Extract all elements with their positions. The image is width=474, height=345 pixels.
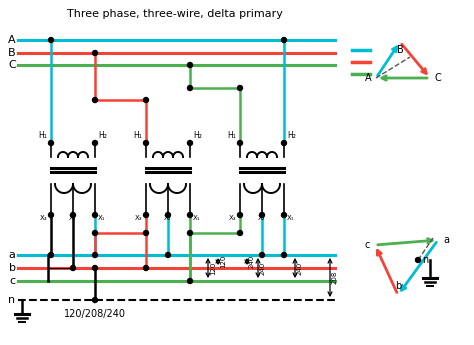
Circle shape [237, 86, 243, 90]
Circle shape [237, 140, 243, 146]
Circle shape [237, 230, 243, 236]
Text: C: C [8, 60, 16, 70]
Text: X₃: X₃ [229, 215, 237, 221]
Text: 240: 240 [249, 255, 255, 268]
Text: A: A [8, 35, 16, 45]
Circle shape [92, 297, 98, 303]
Text: X₂: X₂ [258, 215, 266, 221]
Text: b: b [395, 281, 401, 291]
Text: B: B [397, 45, 403, 55]
Text: A: A [365, 73, 371, 83]
Circle shape [188, 230, 192, 236]
Text: Three phase, three-wire, delta primary: Three phase, three-wire, delta primary [67, 9, 283, 19]
Circle shape [48, 213, 54, 217]
Circle shape [165, 213, 171, 217]
Text: X₃: X₃ [40, 215, 48, 221]
Text: 240: 240 [260, 262, 266, 275]
Text: a: a [443, 235, 449, 245]
Text: H₁: H₁ [134, 131, 142, 140]
Text: H₂: H₂ [288, 131, 296, 140]
Circle shape [92, 140, 98, 146]
Text: 240: 240 [297, 262, 303, 275]
Circle shape [71, 266, 75, 270]
Circle shape [282, 213, 286, 217]
Text: n: n [422, 255, 428, 265]
Text: H₁: H₁ [228, 131, 237, 140]
Text: H₂: H₂ [193, 131, 202, 140]
Circle shape [188, 278, 192, 284]
Text: 120: 120 [210, 261, 216, 275]
Circle shape [92, 230, 98, 236]
Circle shape [144, 140, 148, 146]
Text: 120: 120 [220, 255, 226, 268]
Text: n: n [9, 295, 16, 305]
Circle shape [188, 213, 192, 217]
Text: 208: 208 [332, 271, 338, 284]
Text: c: c [365, 240, 370, 250]
Circle shape [188, 140, 192, 146]
Circle shape [144, 213, 148, 217]
Text: X₁: X₁ [193, 215, 201, 221]
Text: X₁: X₁ [287, 215, 295, 221]
Text: 120/208/240: 120/208/240 [64, 309, 126, 319]
Circle shape [144, 266, 148, 270]
Circle shape [259, 253, 264, 257]
Circle shape [92, 213, 98, 217]
Circle shape [259, 213, 264, 217]
Text: X₂: X₂ [164, 215, 172, 221]
Circle shape [48, 253, 54, 257]
Circle shape [237, 213, 243, 217]
Text: H₂: H₂ [99, 131, 108, 140]
Text: b: b [9, 263, 16, 273]
Circle shape [144, 98, 148, 102]
Text: H₁: H₁ [38, 131, 47, 140]
Circle shape [144, 230, 148, 236]
Circle shape [48, 38, 54, 42]
Text: X₁: X₁ [98, 215, 106, 221]
Circle shape [92, 253, 98, 257]
Text: a: a [9, 250, 16, 260]
Circle shape [282, 253, 286, 257]
Text: X₂: X₂ [69, 215, 77, 221]
Circle shape [416, 257, 420, 263]
Circle shape [165, 253, 171, 257]
Circle shape [92, 50, 98, 56]
Circle shape [188, 62, 192, 68]
Circle shape [188, 86, 192, 90]
Circle shape [282, 140, 286, 146]
Circle shape [71, 213, 75, 217]
Circle shape [282, 38, 286, 42]
Circle shape [92, 98, 98, 102]
Circle shape [92, 266, 98, 270]
Text: B: B [8, 48, 16, 58]
Text: c: c [9, 276, 15, 286]
Text: X₃: X₃ [135, 215, 143, 221]
Text: C: C [435, 73, 441, 83]
Circle shape [48, 140, 54, 146]
